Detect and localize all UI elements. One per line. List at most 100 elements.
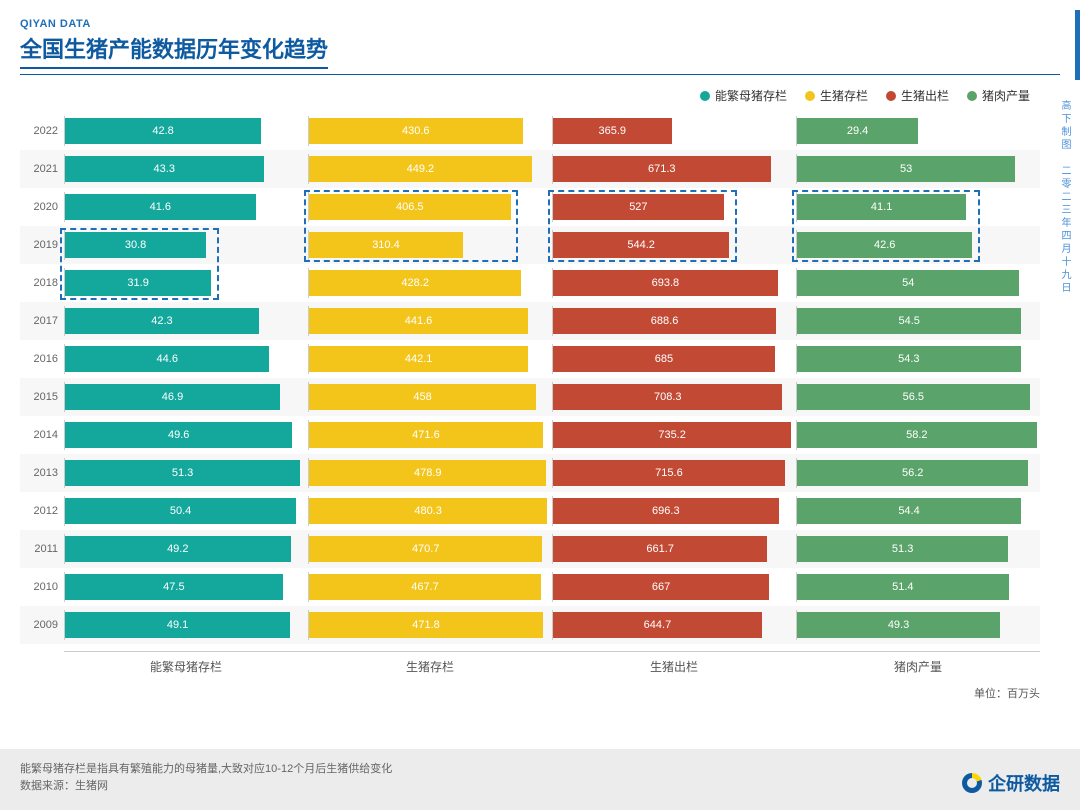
row-panels: 41.6406.552741.1 — [64, 192, 1040, 222]
legend-dot-icon — [967, 91, 977, 101]
bar: 458 — [309, 384, 536, 410]
page-title: 全国生猪产能数据历年变化趋势 — [20, 32, 328, 69]
year-label: 2014 — [20, 429, 64, 441]
year-label: 2010 — [20, 581, 64, 593]
bar: 467.7 — [309, 574, 541, 600]
x-axis-label: 生猪出栏 — [552, 658, 796, 675]
bar: 671.3 — [553, 156, 771, 182]
panel-cell: 44.6 — [64, 344, 308, 374]
bar: 54.5 — [797, 308, 1021, 334]
bar: 29.4 — [797, 118, 918, 144]
side-credit-text: 高下制图 二零二三年四月十九日 — [1057, 100, 1072, 295]
legend-item: 猪肉产量 — [967, 87, 1030, 104]
panel-cell: 42.3 — [64, 306, 308, 336]
header: QIYAN DATA 全国生猪产能数据历年变化趋势 — [0, 0, 1080, 75]
row-panels: 47.5 467.7 667 51.4 — [64, 572, 1040, 602]
panel-cell: 527 — [552, 192, 796, 222]
bar: 42.3 — [65, 308, 259, 334]
legend-label: 能繁母猪存栏 — [715, 87, 787, 104]
legend-item: 生猪存栏 — [805, 87, 868, 104]
row-panels: 49.1471.8644.749.3 — [64, 610, 1040, 640]
bar: 480.3 — [309, 498, 547, 524]
row-panels: 49.2470.7661.751.3 — [64, 534, 1040, 564]
panel-cell: 29.4 — [796, 116, 1040, 146]
panel-cell: 51.4 — [796, 572, 1040, 602]
bar: 49.2 — [65, 536, 291, 562]
bar: 688.6 — [553, 308, 776, 334]
legend-label: 生猪出栏 — [901, 87, 949, 104]
bar: 41.1 — [797, 194, 966, 220]
legend-item: 生猪出栏 — [886, 87, 949, 104]
year-label: 2011 — [20, 543, 64, 555]
bar: 51.4 — [797, 574, 1009, 600]
footer-note-2: 数据来源：生猪网 — [20, 778, 392, 796]
chart-row: 201449.6 471.6735.258.2 — [20, 416, 1040, 454]
year-label: 2015 — [20, 391, 64, 403]
bar: 46.9 — [65, 384, 280, 410]
bar: 47.5 — [65, 574, 283, 600]
chart-row: 202143.3449.2671.353 — [20, 150, 1040, 188]
panel-cell: 735.2 — [552, 420, 796, 450]
chart-row: 202041.6406.552741.1 — [20, 188, 1040, 226]
panel-cell: 430.6 — [308, 116, 552, 146]
bar: 54.4 — [797, 498, 1021, 524]
chart-row: 201742.3 441.6688.6 54.5 — [20, 302, 1040, 340]
chart-area: 202242.8430.6365.929.4202143.3449.2671.3… — [0, 112, 1080, 675]
year-label: 2009 — [20, 619, 64, 631]
panel-cell: 30.8 — [64, 230, 308, 260]
panel-cell: 49.3 — [796, 610, 1040, 640]
panel-cell: 365.9 — [552, 116, 796, 146]
bar: 685 — [553, 346, 775, 372]
bar: 56.2 — [797, 460, 1028, 486]
bar: 51.3 — [65, 460, 300, 486]
panel-cell: 54.4 — [796, 496, 1040, 526]
panel-cell: 644.7 — [552, 610, 796, 640]
panel-cell: 715.6 — [552, 458, 796, 488]
panel-cell: 54.5 — [796, 306, 1040, 336]
x-axis-label: 猪肉产量 — [796, 658, 1040, 675]
bar: 49.1 — [65, 612, 290, 638]
row-panels: 50.4 480.3696.354.4 — [64, 496, 1040, 526]
bar: 667 — [553, 574, 769, 600]
x-axis-label: 生猪存栏 — [308, 658, 552, 675]
chart-row: 202242.8430.6365.929.4 — [20, 112, 1040, 150]
legend-label: 猪肉产量 — [982, 87, 1030, 104]
panel-cell: 49.6 — [64, 420, 308, 450]
bar: 50.4 — [65, 498, 296, 524]
panel-cell: 471.6 — [308, 420, 552, 450]
panel-cell: 480.3 — [308, 496, 552, 526]
row-panels: 46.9458708.356.5 — [64, 382, 1040, 412]
year-label: 2018 — [20, 277, 64, 289]
bar: 49.6 — [65, 422, 292, 448]
panel-cell: 54.3 — [796, 344, 1040, 374]
chart-row: 201831.9428.2693.854 — [20, 264, 1040, 302]
bar: 53 — [797, 156, 1015, 182]
bar: 470.7 — [309, 536, 542, 562]
bar: 49.3 — [797, 612, 1000, 638]
chart-row: 201351.3478.9715.656.2 — [20, 454, 1040, 492]
year-label: 2017 — [20, 315, 64, 327]
row-panels: 42.3 441.6688.6 54.5 — [64, 306, 1040, 336]
chart: 202242.8430.6365.929.4202143.3449.2671.3… — [20, 112, 1040, 652]
chart-row: 201149.2470.7661.751.3 — [20, 530, 1040, 568]
row-panels: 43.3449.2671.353 — [64, 154, 1040, 184]
panel-cell: 58.2 — [796, 420, 1040, 450]
panel-cell: 43.3 — [64, 154, 308, 184]
bar: 527 — [553, 194, 724, 220]
panel-cell: 696.3 — [552, 496, 796, 526]
panel-cell: 441.6 — [308, 306, 552, 336]
panel-cell: 708.3 — [552, 382, 796, 412]
panel-cell: 685 — [552, 344, 796, 374]
bar: 544.2 — [553, 232, 729, 258]
year-label: 2022 — [20, 125, 64, 137]
bar: 715.6 — [553, 460, 785, 486]
bar: 708.3 — [553, 384, 782, 410]
bar: 735.2 — [553, 422, 791, 448]
legend-dot-icon — [700, 91, 710, 101]
footer: 能繁母猪存栏是指具有繁殖能力的母猪量,大致对应10-12个月后生猪供给变化 数据… — [0, 749, 1080, 810]
legend-label: 生猪存栏 — [820, 87, 868, 104]
panel-cell: 544.2 — [552, 230, 796, 260]
bar: 54 — [797, 270, 1019, 296]
panel-cell: 49.1 — [64, 610, 308, 640]
brand-label: QIYAN DATA — [20, 18, 1060, 30]
